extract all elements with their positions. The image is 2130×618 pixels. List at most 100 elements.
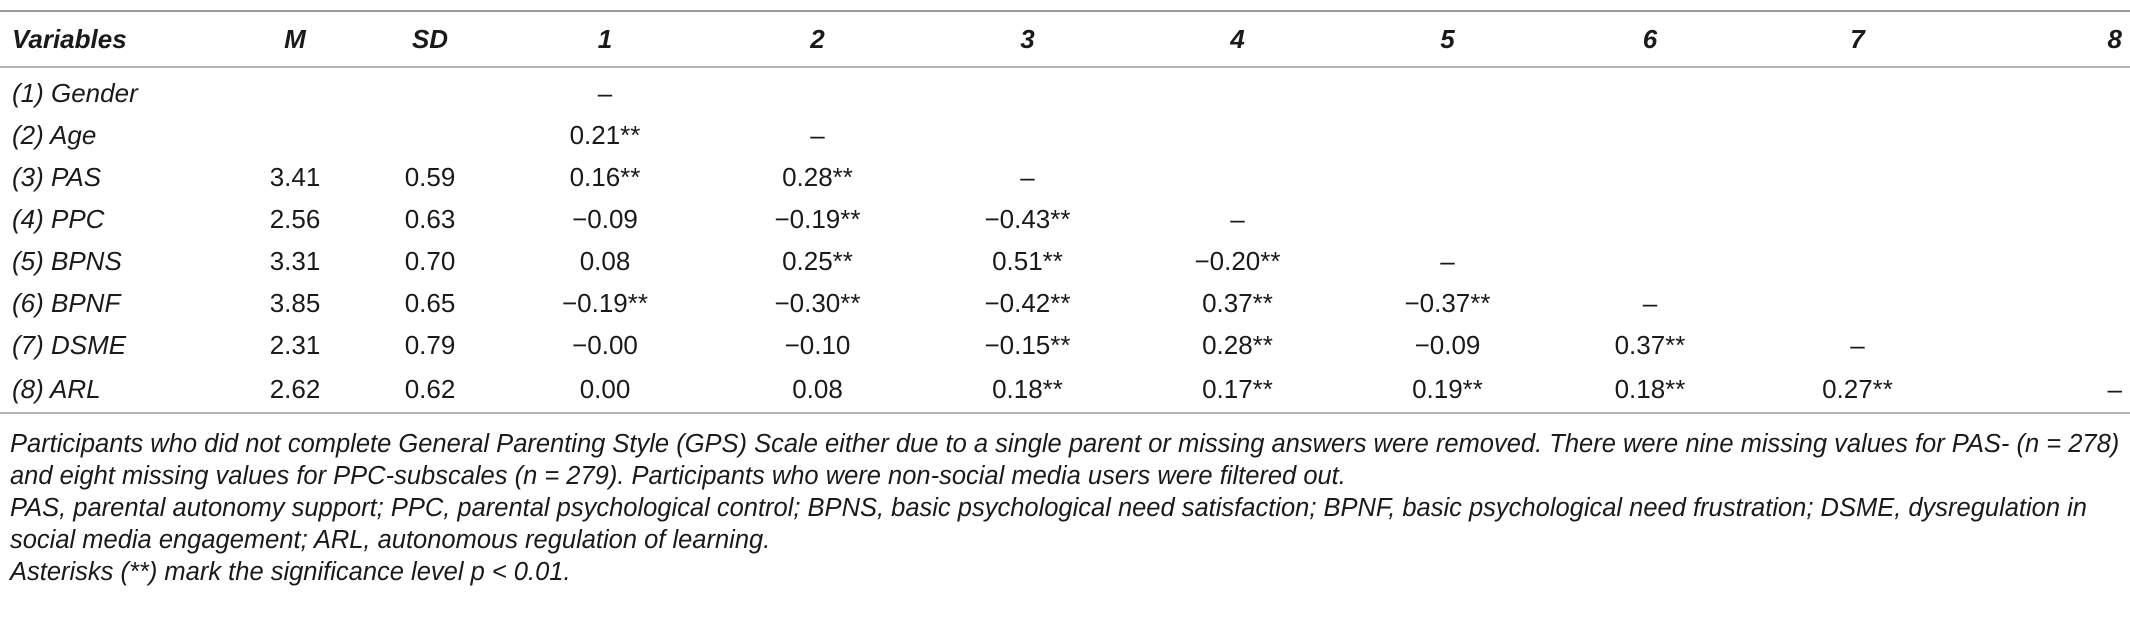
cell-6: 0.18** [1614, 373, 1686, 404]
row-sd: 0.63 [404, 203, 456, 234]
row-sd: 0.59 [404, 161, 456, 192]
cell-7 [1750, 67, 1965, 114]
row-mean: 2.62 [269, 373, 321, 404]
cell-7: 0.27** [1822, 373, 1893, 404]
row-mean: 2.56 [269, 203, 321, 234]
cell-5 [1345, 198, 1550, 240]
header-col-7: 7 [1850, 23, 1865, 54]
table-footnotes: Participants who did not complete Genera… [10, 428, 2122, 588]
header-variables: Variables [12, 23, 127, 54]
row-variable: (6) BPNF [12, 287, 121, 318]
cell-3: 0.18** [992, 373, 1063, 404]
cell-1: −0.09 [572, 203, 638, 234]
cell-7 [1750, 240, 1965, 282]
cell-4: – [1230, 203, 1245, 234]
cell-8 [1965, 67, 2130, 114]
header-mean: M [284, 23, 306, 54]
cell-3 [925, 114, 1130, 156]
cell-8 [1965, 156, 2130, 198]
row-variable: (4) PPC [12, 203, 105, 234]
correlation-table-container: Variables M SD 1 2 3 4 5 6 7 8 (1) Gende… [0, 10, 2130, 414]
header-col-2: 2 [810, 23, 825, 54]
row-variable: (5) BPNS [12, 245, 122, 276]
cell-7: – [1850, 329, 1865, 360]
cell-7 [1750, 282, 1965, 324]
row-variable: (1) Gender [12, 77, 138, 108]
cell-2: 0.08 [792, 373, 843, 404]
cell-5 [1345, 67, 1550, 114]
row-variable: (3) PAS [12, 161, 102, 192]
header-col-6: 6 [1642, 23, 1658, 54]
row-variable: (8) ARL [12, 373, 101, 404]
cell-4: 0.37** [1202, 287, 1273, 318]
cell-3: −0.43** [984, 203, 1071, 234]
table-row: (2) Age 0.21** – [0, 114, 2130, 156]
row-mean [230, 114, 360, 156]
header-col-1: 1 [597, 23, 613, 54]
cell-2: – [810, 119, 825, 150]
cell-4 [1130, 67, 1345, 114]
cell-8 [1965, 282, 2130, 324]
table-row: (3) PAS 3.41 0.59 0.16** 0.28** – [0, 156, 2130, 198]
cell-5: – [1440, 245, 1455, 276]
cell-6 [1550, 240, 1750, 282]
cell-2: 0.28** [782, 161, 853, 192]
cell-6 [1550, 156, 1750, 198]
cell-4: 0.28** [1202, 329, 1273, 360]
row-mean: 3.31 [269, 245, 321, 276]
cell-8 [1965, 198, 2130, 240]
cell-5: −0.37** [1404, 287, 1491, 318]
header-col-3: 3 [1020, 23, 1035, 54]
footnote-significance: Asterisks (**) mark the significance lev… [10, 558, 571, 586]
row-sd: 0.62 [404, 373, 456, 404]
table-header-row: Variables M SD 1 2 3 4 5 6 7 8 [0, 11, 2130, 67]
cell-1: 0.00 [579, 373, 631, 404]
cell-8 [1965, 324, 2130, 366]
table-row: (7) DSME 2.31 0.79 −0.00 −0.10 −0.15** 0… [0, 324, 2130, 366]
cell-4: 0.17** [1202, 373, 1273, 404]
cell-2 [710, 67, 925, 114]
table-row: (6) BPNF 3.85 0.65 −0.19** −0.30** −0.42… [0, 282, 2130, 324]
cell-3: −0.15** [984, 329, 1071, 360]
cell-6 [1550, 114, 1750, 156]
correlation-table: Variables M SD 1 2 3 4 5 6 7 8 (1) Gende… [0, 10, 2130, 414]
cell-1: 0.08 [579, 245, 631, 276]
cell-8 [1965, 240, 2130, 282]
header-col-4: 4 [1230, 23, 1245, 54]
row-mean: 3.85 [269, 287, 321, 318]
row-variable: (7) DSME [12, 329, 127, 360]
cell-1: – [597, 77, 613, 108]
cell-4 [1130, 114, 1345, 156]
cell-6 [1550, 67, 1750, 114]
cell-6 [1550, 198, 1750, 240]
header-col-5: 5 [1440, 23, 1455, 54]
cell-7 [1750, 156, 1965, 198]
cell-2: −0.30** [774, 287, 861, 318]
cell-1: −0.00 [572, 329, 638, 360]
cell-4: −0.20** [1194, 245, 1281, 276]
row-mean: 3.41 [269, 161, 321, 192]
cell-3: – [1020, 161, 1035, 192]
cell-2: 0.25** [782, 245, 853, 276]
footnote-abbreviations: PAS, parental autonomy support; PPC, par… [10, 494, 2087, 554]
cell-5 [1345, 156, 1550, 198]
row-sd [360, 114, 500, 156]
row-sd: 0.79 [404, 329, 456, 360]
row-mean [230, 67, 360, 114]
cell-7 [1750, 114, 1965, 156]
header-sd: SD [411, 23, 449, 54]
cell-7 [1750, 198, 1965, 240]
cell-1: 0.21** [569, 119, 641, 150]
cell-3 [925, 67, 1130, 114]
cell-2: −0.19** [774, 203, 861, 234]
cell-5: −0.09 [1414, 329, 1481, 360]
cell-8: – [2107, 373, 2122, 404]
table-row: (4) PPC 2.56 0.63 −0.09 −0.19** −0.43** … [0, 198, 2130, 240]
cell-8 [1965, 114, 2130, 156]
header-col-8: 8 [2107, 23, 2122, 54]
cell-6: – [1642, 287, 1658, 318]
table-row: (5) BPNS 3.31 0.70 0.08 0.25** 0.51** −0… [0, 240, 2130, 282]
cell-1: −0.19** [561, 287, 649, 318]
table-row: (1) Gender – [0, 67, 2130, 114]
cell-4 [1130, 156, 1345, 198]
